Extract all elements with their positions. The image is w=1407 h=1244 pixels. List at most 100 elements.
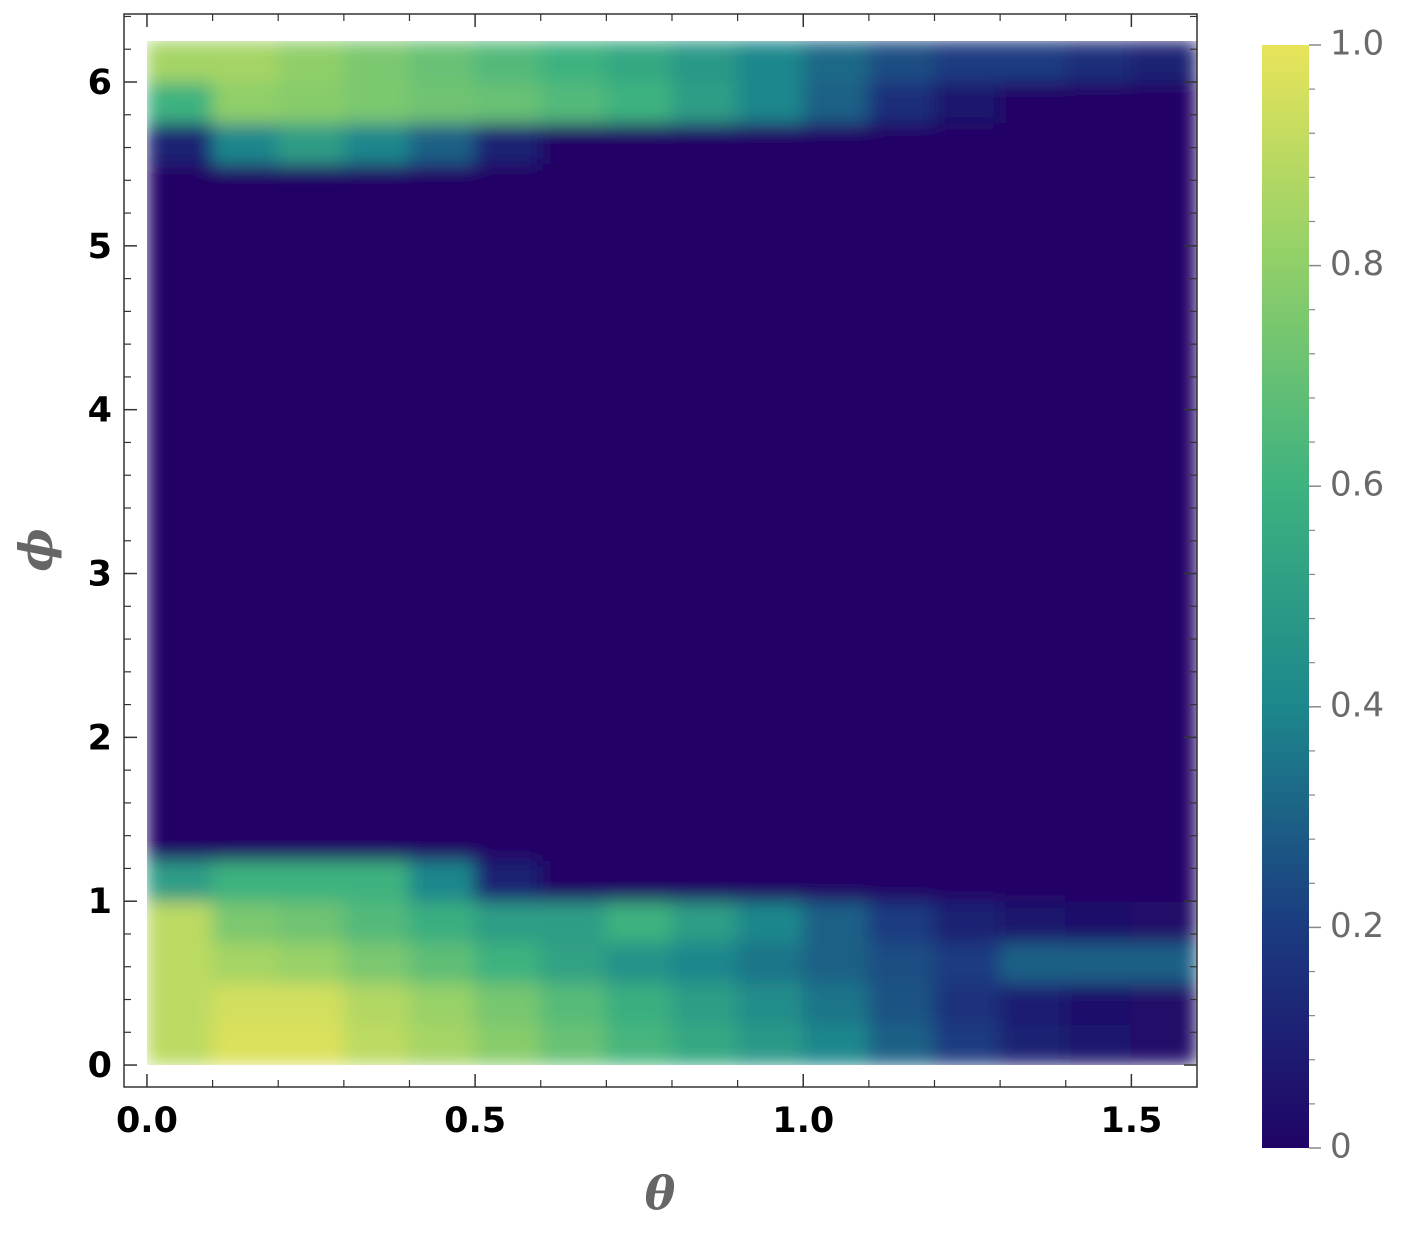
- heatmap-cell: [802, 450, 870, 493]
- heatmap-cell: [868, 941, 935, 984]
- heatmap-cell: [474, 982, 542, 1025]
- heatmap-cell: [343, 532, 410, 575]
- heatmap-cell: [999, 41, 1067, 83]
- heatmap-cell: [671, 41, 739, 83]
- heatmap-cell: [868, 982, 935, 1025]
- heatmap-cell: [671, 204, 739, 247]
- heatmap-cell: [146, 532, 214, 575]
- heatmap-cell: [343, 900, 410, 943]
- heatmap-cell: [999, 613, 1067, 656]
- heatmap-cell: [605, 204, 673, 247]
- heatmap-cell: [1130, 122, 1198, 165]
- heatmap-cell: [277, 736, 345, 779]
- heatmap-cell: [1065, 1023, 1132, 1066]
- heatmap-cell: [212, 900, 279, 943]
- heatmap-cell: [737, 122, 804, 165]
- heatmap-cell: [277, 818, 345, 861]
- heatmap-cell: [540, 859, 607, 902]
- heatmap-cell: [868, 613, 935, 656]
- heatmap-cell: [408, 532, 476, 575]
- heatmap-cell: [1065, 982, 1132, 1025]
- heatmap-cell: [540, 368, 607, 411]
- heatmap-cell: [802, 573, 870, 615]
- heatmap-cell: [540, 613, 607, 656]
- heatmap-cell: [408, 900, 476, 943]
- heatmap-cell: [802, 982, 870, 1025]
- heatmap-cell: [802, 491, 870, 534]
- heatmap-cell: [802, 859, 870, 902]
- heatmap-cell: [868, 859, 935, 902]
- heatmap-cell: [343, 613, 410, 656]
- y-tick-label: 5: [88, 227, 112, 267]
- heatmap-cell: [1065, 695, 1132, 738]
- heatmap-cell: [408, 245, 476, 288]
- heatmap-cell: [868, 368, 935, 411]
- heatmap-cell: [671, 450, 739, 493]
- heatmap-cell: [868, 900, 935, 943]
- heatmap-cell: [212, 695, 279, 738]
- heatmap-cell: [277, 1023, 345, 1066]
- heatmap-cell: [540, 41, 607, 83]
- heatmap-cell: [277, 654, 345, 697]
- heatmap-cell: [671, 777, 739, 820]
- heatmap-cell: [1130, 368, 1198, 411]
- heatmap-cell: [212, 532, 279, 575]
- heatmap-cell: [540, 245, 607, 288]
- heatmap-cell: [868, 654, 935, 697]
- heatmap-cell: [605, 245, 673, 288]
- heatmap-cell: [1065, 777, 1132, 820]
- heatmap-cell: [933, 777, 1001, 820]
- heatmap-cell: [933, 1023, 1001, 1066]
- heatmap-cell: [933, 654, 1001, 697]
- heatmap-cell: [474, 204, 542, 247]
- heatmap-cell: [1065, 81, 1132, 124]
- heatmap-cell: [540, 941, 607, 984]
- heatmap-cell: [1130, 81, 1198, 124]
- heatmap-cell: [671, 81, 739, 124]
- heatmap-cell: [146, 736, 214, 779]
- heatmap-cell: [605, 941, 673, 984]
- heatmap-cell: [146, 163, 214, 206]
- axes: 0.0 0.5 1.0 1.5 0 1 2 3 4 5 6: [88, 13, 1198, 1141]
- heatmap-cell: [802, 1023, 870, 1066]
- heatmap-cell: [802, 163, 870, 206]
- heatmap-cell: [343, 122, 410, 165]
- heatmap-cell: [671, 613, 739, 656]
- heatmap-cell: [212, 859, 279, 902]
- heatmap-cell: [474, 163, 542, 206]
- heatmap-cell: [933, 613, 1001, 656]
- heatmap-cell: [146, 573, 214, 615]
- heatmap-cell: [605, 736, 673, 779]
- heatmap-cell: [212, 450, 279, 493]
- heatmap-cell: [605, 409, 673, 452]
- heatmap-cell: [277, 941, 345, 984]
- heatmap-cell: [933, 163, 1001, 206]
- heatmap-cell: [212, 941, 279, 984]
- heatmap-cell: [212, 613, 279, 656]
- heatmap-cell: [146, 122, 214, 165]
- heatmap-cell: [802, 122, 870, 165]
- heatmap-cell: [605, 368, 673, 411]
- heatmap-cell: [868, 818, 935, 861]
- heatmap-cell: [737, 245, 804, 288]
- heatmap-cell: [933, 818, 1001, 861]
- x-tick-label: 1.5: [1100, 1101, 1162, 1141]
- colorbar-tick-label: 0.8: [1330, 244, 1384, 284]
- heatmap-cell: [1065, 450, 1132, 493]
- heatmap-cell: [737, 163, 804, 206]
- heatmap-cell: [933, 81, 1001, 124]
- heatmap-cell: [146, 450, 214, 493]
- heatmap-cell: [671, 122, 739, 165]
- colorbar: [1262, 45, 1309, 1148]
- heatmap-cell: [737, 368, 804, 411]
- heatmap-cell: [277, 204, 345, 247]
- heatmap-cell: [802, 736, 870, 779]
- heatmap-cell: [277, 613, 345, 656]
- heatmap-cell: [277, 532, 345, 575]
- heatmap-cells: [146, 41, 1198, 1066]
- heatmap-cell: [540, 204, 607, 247]
- heatmap-cell: [343, 327, 410, 370]
- heatmap-cell: [1065, 818, 1132, 861]
- heatmap-cell: [343, 81, 410, 124]
- heatmap-cell: [474, 532, 542, 575]
